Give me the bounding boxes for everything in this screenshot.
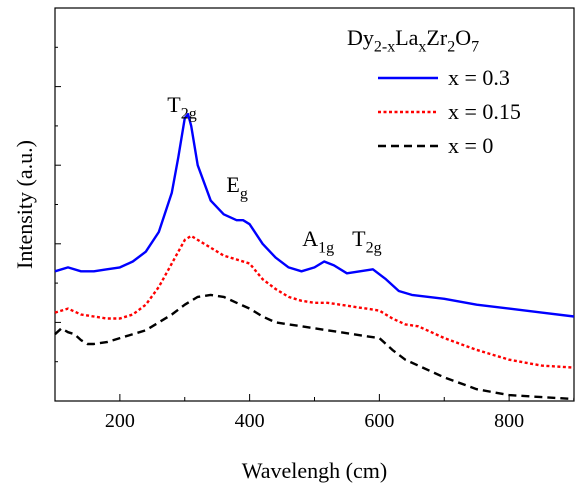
legend-label-2: x = 0.15 [448, 99, 521, 124]
x-tick-label: 800 [494, 410, 524, 432]
legend: Dy2-xLaxZr2O7 x = 0.3 x = 0.15 x = 0 [347, 25, 521, 158]
series-line-2 [54, 234, 575, 369]
x-axis-label: Wavelengh (cm) [242, 458, 387, 483]
x-tick-label: 400 [235, 410, 265, 432]
peak-label-3: A1g [302, 226, 334, 257]
peak-label-4: T2g [352, 226, 381, 257]
x-ticks-layer: 200 400 600 800 [54, 46, 575, 432]
x-tick-label: 200 [105, 410, 135, 432]
legend-title: Dy2-xLaxZr2O7 [347, 25, 479, 56]
series-line-3 [54, 293, 575, 401]
peak-annotations-layer: T2g Eg A1g T2g [167, 92, 381, 257]
y-axis-label: Intensity (a.u.) [12, 140, 37, 269]
series-line-1 [54, 112, 575, 318]
legend-label-3: x = 0 [448, 133, 493, 158]
legend-label-1: x = 0.3 [448, 65, 510, 90]
peak-label-1: T2g [167, 92, 196, 123]
curves-layer [54, 112, 575, 401]
peak-label-2: Eg [226, 172, 247, 203]
x-tick-label: 600 [364, 410, 394, 432]
